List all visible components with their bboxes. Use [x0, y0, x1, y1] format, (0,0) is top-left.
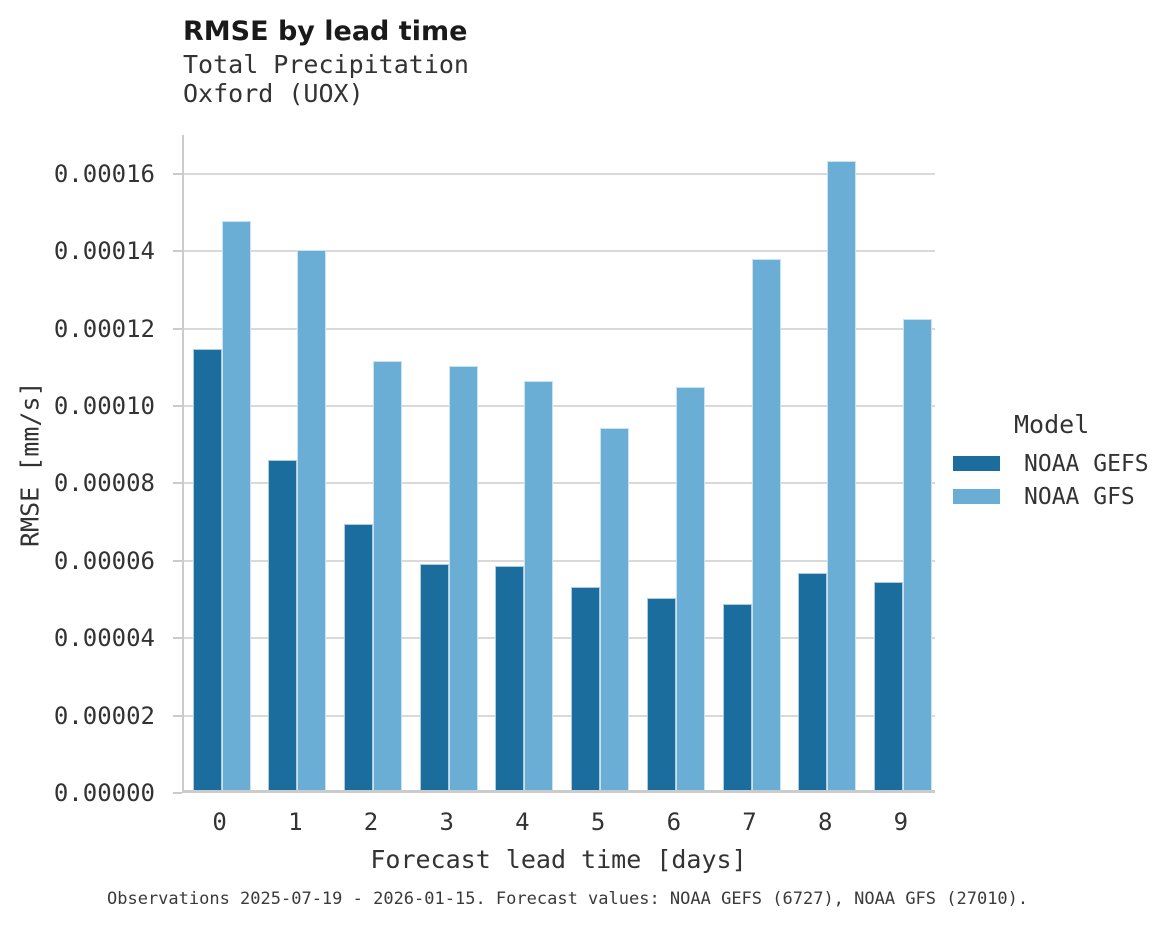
- legend: Model NOAA GEFS NOAA GFS: [953, 410, 1173, 521]
- bar-noaa-gfs-lead-8: [827, 161, 857, 790]
- y-axis-tick-marks: [173, 135, 182, 794]
- y-tick-mark: [173, 172, 182, 175]
- y-tick-label: 0.00008: [53, 469, 155, 498]
- y-tick-mark: [173, 559, 182, 562]
- bar-noaa-gefs-lead-2: [344, 523, 373, 790]
- bar-noaa-gefs-lead-4: [495, 566, 525, 790]
- legend-title: Model: [1014, 410, 1090, 439]
- gridline: [184, 482, 935, 485]
- y-tick-label: 0.00016: [53, 159, 155, 188]
- y-tick-mark: [173, 482, 182, 485]
- x-tick-label: 6: [666, 808, 682, 836]
- y-tick-mark: [173, 327, 182, 330]
- y-tick-label: 0.00012: [53, 314, 155, 343]
- y-tick-mark: [173, 250, 182, 253]
- bar-noaa-gefs-lead-1: [268, 459, 298, 790]
- y-tick-label: 0.00004: [53, 624, 155, 653]
- bar-noaa-gfs-lead-9: [902, 318, 932, 790]
- x-axis-tick-labels: 0 1 2 3 4 5 6 7 8 9: [182, 808, 935, 840]
- y-tick-mark: [173, 404, 182, 407]
- gridline: [184, 559, 935, 562]
- legend-label-gfs: NOAA GFS: [1024, 483, 1135, 510]
- y-tick-label: 0.00010: [53, 391, 155, 420]
- bar-noaa-gfs-lead-1: [297, 250, 327, 790]
- y-tick-label: 0.00014: [53, 237, 155, 266]
- bar-noaa-gfs-lead-6: [675, 387, 705, 790]
- gridline: [184, 327, 935, 330]
- x-tick-label: 1: [288, 808, 303, 836]
- gridline: [184, 250, 935, 253]
- legend-item-noaa-gfs: NOAA GFS: [953, 484, 1173, 510]
- bar-noaa-gefs-lead-0: [192, 348, 222, 790]
- gridline: [184, 714, 935, 717]
- chart-subtitle: Total Precipitation Oxford (UOX): [183, 50, 469, 108]
- bar-noaa-gfs-lead-0: [221, 221, 251, 790]
- gridline: [184, 404, 935, 407]
- y-tick-mark: [173, 637, 182, 640]
- gridline: [184, 172, 935, 175]
- x-tick-label: 9: [893, 808, 909, 836]
- legend-swatch-gfs-icon: [953, 489, 1000, 504]
- bar-noaa-gefs-lead-7: [722, 604, 752, 790]
- bar-noaa-gefs-lead-5: [571, 586, 601, 790]
- bar-noaa-gfs-lead-7: [751, 258, 781, 790]
- x-tick-label: 0: [212, 808, 227, 836]
- x-tick-label: 5: [590, 808, 606, 836]
- bar-noaa-gfs-lead-3: [448, 365, 478, 790]
- bar-noaa-gfs-lead-4: [524, 381, 554, 790]
- y-tick-label: 0.00002: [53, 701, 155, 730]
- bar-noaa-gefs-lead-9: [873, 582, 903, 790]
- legend-item-noaa-gefs: NOAA GEFS: [953, 451, 1173, 477]
- x-tick-label: 2: [363, 808, 379, 836]
- y-tick-mark: [173, 714, 182, 717]
- bar-noaa-gefs-lead-3: [419, 563, 449, 790]
- chart-subtitle-station: Oxford (UOX): [183, 79, 364, 108]
- x-tick-label: 8: [817, 808, 833, 836]
- y-axis-tick-labels: 0.00000 0.00002 0.00004 0.00006 0.00008 0.000…: [0, 135, 168, 807]
- chart-title: RMSE by lead time: [183, 16, 468, 47]
- chart-subtitle-variable: Total Precipitation: [183, 50, 469, 79]
- x-tick-label: 4: [515, 808, 530, 836]
- x-axis-title: Forecast lead time [days]: [370, 845, 747, 874]
- y-tick-label: 0.00000: [53, 779, 155, 807]
- y-tick-mark: [173, 792, 182, 794]
- footer-caption: Observations 2025-07-19 - 2026-01-15. Fo…: [107, 889, 1029, 909]
- gridline: [184, 637, 935, 640]
- plot-area: [182, 135, 935, 793]
- bar-noaa-gefs-lead-8: [798, 572, 828, 790]
- bar-noaa-gfs-lead-5: [600, 428, 630, 790]
- bar-noaa-gfs-lead-2: [373, 361, 402, 790]
- legend-label-gefs: NOAA GEFS: [1024, 450, 1149, 477]
- x-tick-label: 3: [439, 808, 454, 836]
- legend-swatch-gefs-icon: [953, 456, 1000, 471]
- bar-noaa-gefs-lead-6: [646, 598, 676, 790]
- x-tick-label: 7: [742, 808, 757, 836]
- y-tick-label: 0.00006: [53, 546, 155, 575]
